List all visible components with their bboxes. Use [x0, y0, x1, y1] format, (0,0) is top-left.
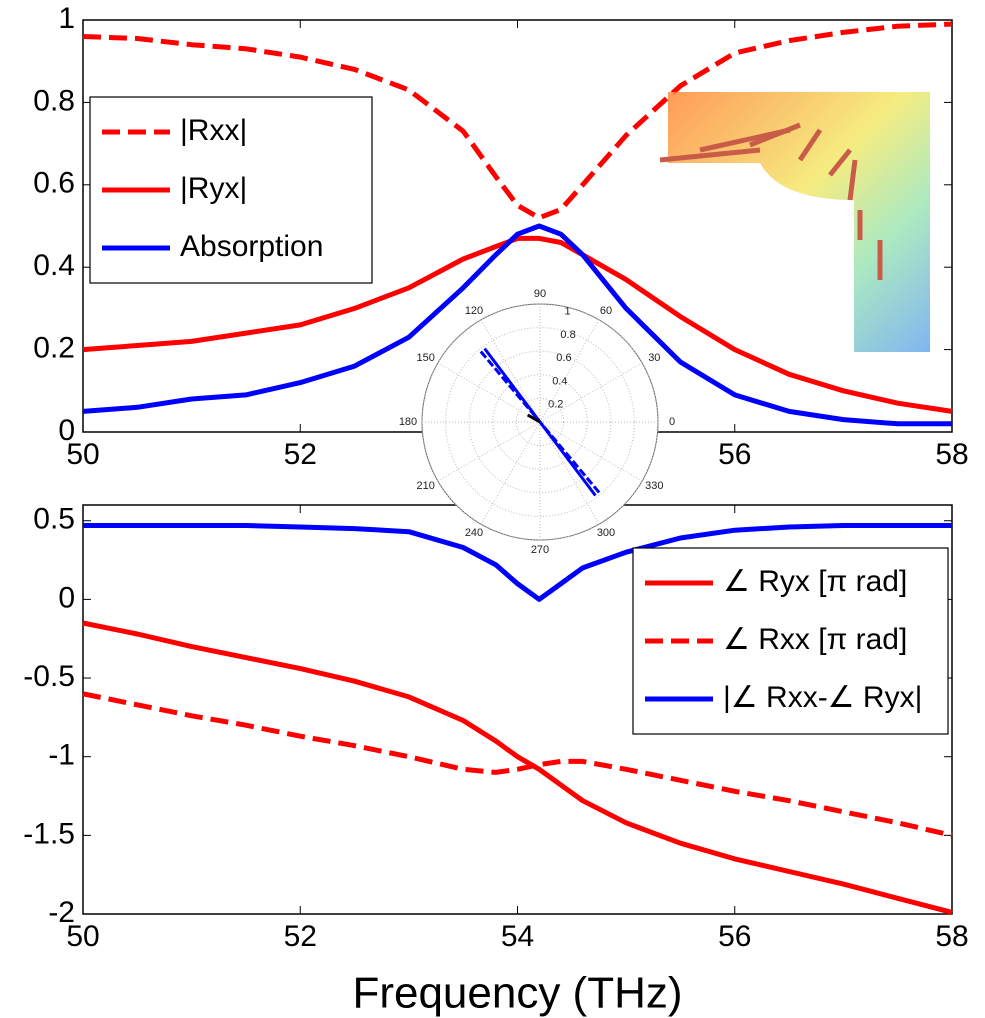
x-axis-label: Frequency (THz) [352, 969, 682, 1018]
y-tick-label: -0.5 [23, 660, 75, 693]
legend-label: Absorption [180, 230, 323, 263]
x-tick-label: 50 [66, 438, 99, 471]
x-tick-label: 58 [935, 920, 968, 953]
r-tick-label: 1 [564, 306, 570, 318]
r-tick-label: 0.4 [552, 375, 567, 387]
y-tick-label: -2 [48, 896, 75, 929]
field-map [668, 92, 930, 352]
y-tick-label: -1.5 [23, 817, 75, 850]
y-tick-label: 0.2 [33, 332, 75, 365]
y-tick-label: 0.4 [33, 249, 75, 282]
y-tick-label: 0 [58, 414, 75, 447]
y-tick-label: 0.5 [33, 503, 75, 536]
data-line [82, 235, 953, 414]
data-line [82, 223, 952, 427]
y-tick-label: 1 [58, 2, 75, 35]
polar-grid-circle [515, 397, 565, 447]
theta-tick-label: 240 [465, 527, 483, 539]
polar-grid-circle [445, 327, 635, 517]
x-tick-label: 52 [284, 438, 317, 471]
data-line [82, 620, 953, 915]
x-tick-label: 58 [935, 438, 968, 471]
r-tick-label: 0.2 [548, 399, 563, 411]
y-tick-label: 0 [58, 581, 75, 614]
y-tick-label: 0.8 [33, 84, 75, 117]
data-line [82, 21, 953, 221]
r-tick-label: 0.8 [560, 329, 575, 341]
theta-tick-label: 60 [600, 305, 612, 317]
polar-grid-circle [468, 350, 612, 494]
theta-tick-label: 90 [534, 288, 546, 300]
legend-label: ∠ Rxx [π rad] [723, 623, 907, 656]
y-tick-label: 0.6 [33, 167, 75, 200]
legend-label: ∠ Ryx [π rad] [723, 565, 907, 598]
theta-tick-label: 120 [465, 305, 483, 317]
polar-grid-circle [492, 374, 588, 470]
theta-tick-label: 0 [669, 416, 675, 428]
data-line [83, 523, 952, 602]
theta-tick-label: 330 [645, 480, 663, 492]
theta-tick-label: 150 [417, 352, 435, 364]
field-inset [659, 92, 930, 352]
x-tick-label: 50 [66, 920, 99, 953]
r-tick-label: 0.6 [556, 352, 571, 364]
y-tick-label: -1 [48, 739, 75, 772]
data-line [82, 691, 953, 838]
theta-tick-label: 300 [597, 527, 615, 539]
x-tick-label: 56 [718, 920, 751, 953]
theta-tick-label: 270 [531, 544, 549, 556]
field-arrows [659, 122, 883, 280]
legend-label: |Ryx| [180, 172, 247, 205]
legend-label: |Rxx| [180, 114, 247, 147]
theta-tick-label: 180 [399, 416, 417, 428]
x-tick-label: 56 [718, 438, 751, 471]
x-tick-label: 54 [501, 920, 534, 953]
x-tick-label: 52 [284, 920, 317, 953]
theta-tick-label: 210 [417, 480, 435, 492]
legend-label: |∠ Rxx-∠ Ryx| [723, 681, 922, 714]
polar-line [526, 413, 541, 424]
theta-tick-label: 30 [648, 352, 660, 364]
